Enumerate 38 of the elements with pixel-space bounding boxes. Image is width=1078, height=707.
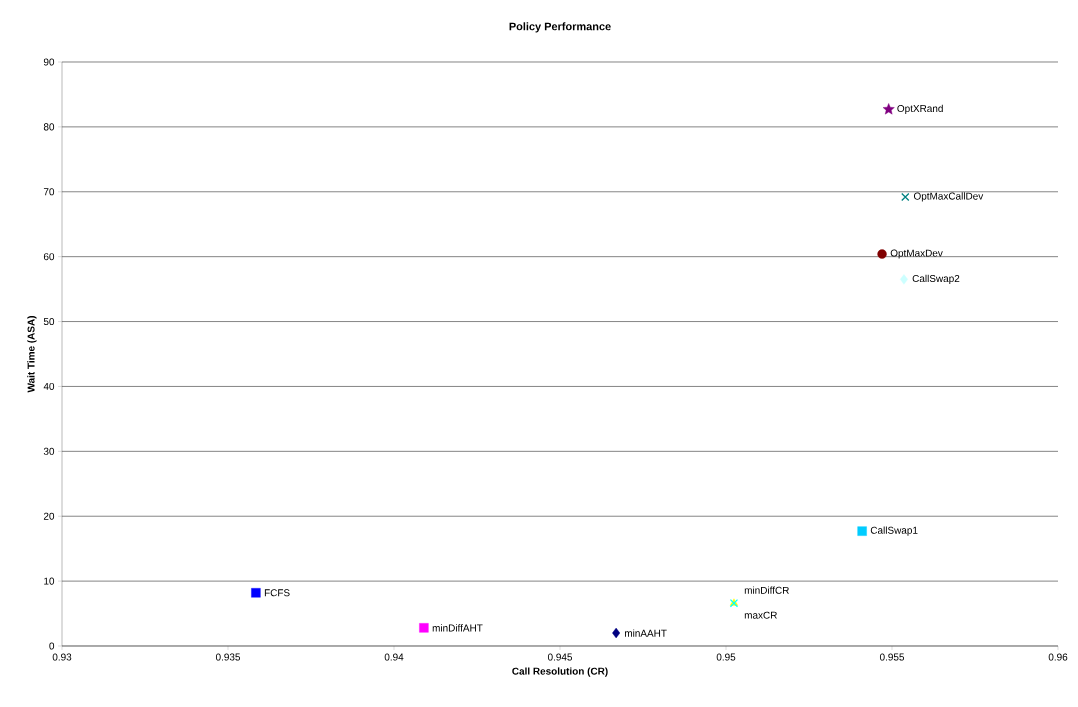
x-axis-title: Call Resolution (CR) <box>512 667 608 677</box>
series-label: CallSwap1 <box>870 526 918 536</box>
series-label: maxCR <box>744 611 777 619</box>
x-tick-label: 0.955 <box>879 653 905 661</box>
point <box>882 103 895 115</box>
y-tick-label: 70 <box>43 188 55 196</box>
y-tick-label: 90 <box>43 58 55 66</box>
chart-title: Policy Performance <box>509 22 611 33</box>
y-tick-label: 60 <box>43 253 55 261</box>
y-axis-title: Wait Time (ASA) <box>27 316 37 393</box>
y-tick-label: 20 <box>43 512 55 520</box>
point <box>901 192 910 202</box>
series-label: minDiffCR <box>744 586 789 594</box>
y-tick-label: 40 <box>43 382 55 390</box>
x-tick-label: 0.935 <box>215 653 241 661</box>
point <box>612 627 621 639</box>
series-label: OptMaxDev <box>890 249 943 259</box>
series-label: minDiffAHT <box>432 624 483 632</box>
x-tick-label: 0.93 <box>52 653 72 661</box>
series-label: OptXRand <box>897 104 943 114</box>
point <box>857 526 867 536</box>
x-tick-label: 0.94 <box>384 653 404 661</box>
x-tick-label: 0.95 <box>716 653 736 661</box>
series-label: minAAHT <box>624 629 667 637</box>
y-tick-label: 30 <box>43 447 55 455</box>
y-tick-label: 80 <box>43 123 55 131</box>
y-tick-label: 0 <box>49 642 55 650</box>
series-label: OptMaxCallDev <box>913 192 984 202</box>
series-label: FCFS <box>264 589 290 597</box>
point <box>251 588 261 598</box>
x-tick-label: 0.96 <box>1048 653 1068 661</box>
point <box>419 623 429 633</box>
y-tick-label: 50 <box>43 318 55 326</box>
point <box>900 274 908 285</box>
y-tick-label: 10 <box>44 577 55 585</box>
series-label: CallSwap2 <box>912 274 960 285</box>
point <box>877 249 887 259</box>
x-tick-label: 0.945 <box>547 653 573 661</box>
